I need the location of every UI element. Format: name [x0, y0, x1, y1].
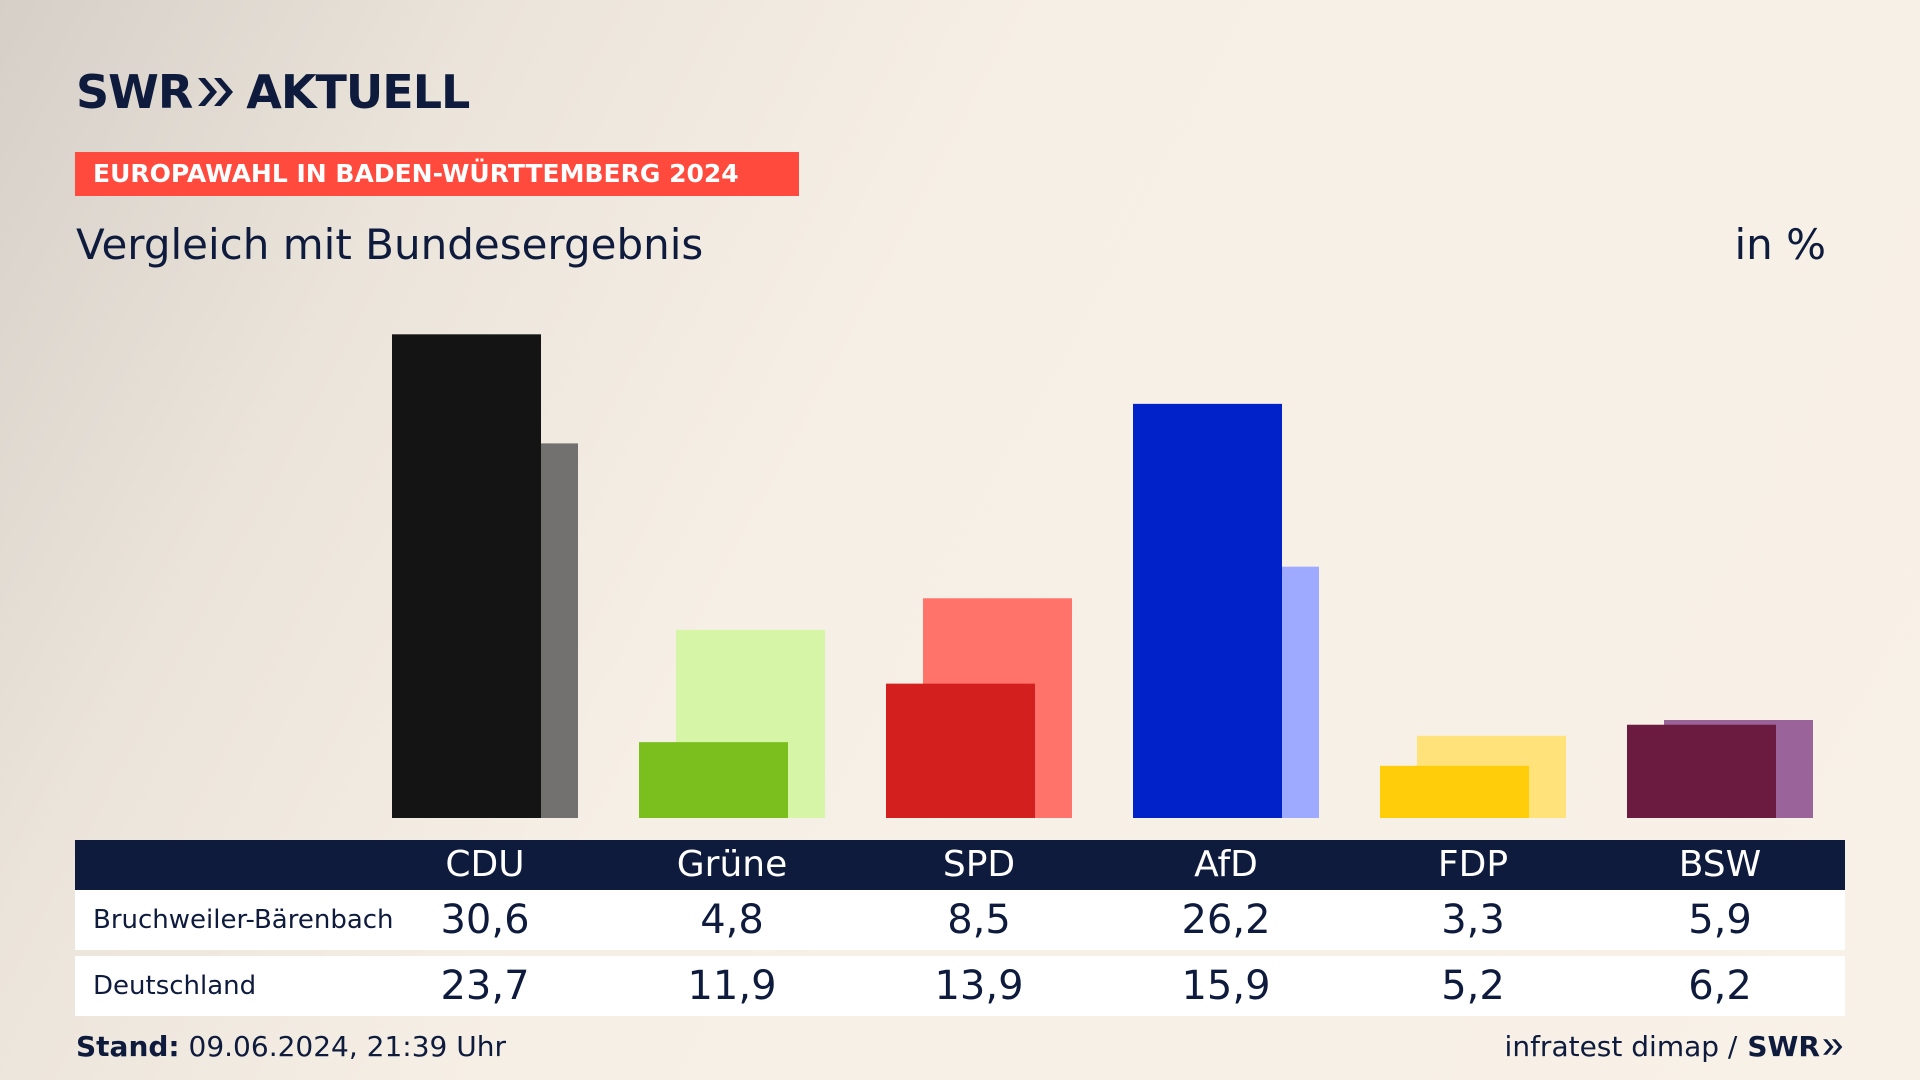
table-header-cell: AfD [1194, 844, 1258, 885]
double-chevron-icon [196, 75, 236, 109]
table-row: Bruchweiler-Bärenbach 30,6 4,8 8,5 26,2 3,3 5,… [75, 890, 1845, 950]
footer-stand: Stand: 09.06.2024, 21:39 Uhr [76, 1030, 506, 1063]
table-header-row: CDU Grüne SPD AfD FDP BSW [75, 840, 1845, 890]
table-value-cell: 8,5 [947, 897, 1011, 943]
table-value-cell: 4,8 [700, 897, 764, 943]
row-label: Deutschland [93, 971, 257, 1001]
table-value-cell: 11,9 [687, 963, 777, 1009]
chart-subtitle: Vergleich mit Bundesergebnis [76, 220, 704, 269]
stand-label: Stand: [76, 1030, 180, 1063]
results-table: CDU Grüne SPD AfD FDP BSW Bruchweiler-Bärenba… [75, 840, 1845, 1016]
bar-local-cdu [392, 334, 541, 818]
unit-label: in % [1734, 220, 1826, 269]
logo-aktuell-text: AKTUELL [246, 65, 470, 119]
table-header-cell: FDP [1437, 844, 1509, 885]
source-text: infratest dimap / [1504, 1030, 1738, 1063]
stand-value: 09.06.2024, 21:39 Uhr [188, 1030, 506, 1063]
election-banner: EUROPAWAHL IN BADEN-WÜRTTEMBERG 2024 [75, 152, 799, 196]
table-value-cell: 13,9 [934, 963, 1024, 1009]
row-label: Bruchweiler-Bärenbach [93, 905, 394, 935]
table-value-cell: 30,6 [440, 897, 530, 943]
table-row: Deutschland 23,7 11,9 13,9 15,9 5,2 6,2 [75, 956, 1845, 1016]
table-value-cell: 5,2 [1441, 963, 1505, 1009]
table-value-cell: 3,3 [1441, 897, 1505, 943]
table-value-cell: 15,9 [1181, 963, 1271, 1009]
bar-chart [392, 334, 1813, 818]
bar-local-fdp [1380, 765, 1529, 818]
source-brand: SWR [1747, 1030, 1844, 1063]
swr-aktuell-logo: SWR AKTUELL [76, 64, 470, 120]
table-value-cell: 26,2 [1181, 897, 1271, 943]
bar-local-spd [886, 683, 1035, 818]
table-header-cell: BSW [1678, 844, 1762, 885]
table-header-cell: CDU [445, 844, 525, 885]
table-value-cell: 5,9 [1688, 897, 1752, 943]
table-body: Bruchweiler-Bärenbach 30,6 4,8 8,5 26,2 3,3 5,… [75, 890, 1845, 1016]
footer-source: infratest dimap / SWR [1505, 1030, 1844, 1063]
double-chevron-icon [1823, 1038, 1843, 1055]
bar-local-afd [1133, 403, 1282, 818]
bar-local-grüne [639, 742, 788, 818]
table-header-cell: Grüne [676, 844, 788, 885]
bar-local-bsw [1627, 724, 1776, 818]
logo-swr-text: SWR [76, 65, 193, 119]
table-value-cell: 23,7 [440, 963, 530, 1009]
source-brand-text: SWR [1747, 1030, 1820, 1063]
table-header-cell: SPD [942, 844, 1016, 885]
table-value-cell: 6,2 [1688, 963, 1752, 1009]
